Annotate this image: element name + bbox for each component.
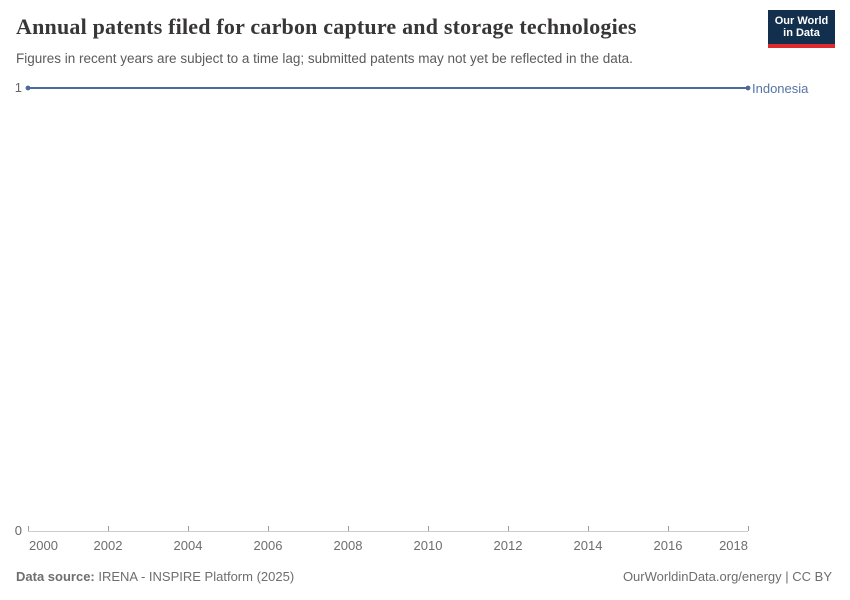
x-axis-tick-label-2014: 2014 [573,538,603,553]
x-axis-tick-mark [347,526,349,531]
x-axis-tick-mark [27,526,29,531]
page-title: Annual patents filed for carbon capture … [16,14,637,39]
series-endpoint-marker [745,85,751,91]
owid-logo-line2: in Data [783,27,820,39]
x-axis-tick-label-2012: 2012 [493,538,523,553]
data-source-label: Data source: [16,569,95,584]
x-axis-tick-mark [507,526,509,531]
x-axis-tick-label-2000: 2000 [29,538,58,553]
x-axis-tick-mark [427,526,429,531]
owid-license-link[interactable]: OurWorldinData.org/energy | CC BY [622,569,832,584]
series-endpoint-marker [25,85,31,91]
owid-logo[interactable]: Our World in Data [768,10,835,48]
y-axis-tick-label-1: 1 [14,80,22,95]
series-label-indonesia[interactable]: Indonesia [752,81,809,96]
x-axis-tick-mark [267,526,269,531]
x-axis-tick-mark [747,526,749,531]
data-source-note: Data source: IRENA - INSPIRE Platform (2… [16,569,294,584]
chart-footer: Data source: IRENA - INSPIRE Platform (2… [16,569,832,584]
x-axis-tick-label-2016: 2016 [653,538,683,553]
x-axis-tick-mark [187,526,189,531]
x-axis-line [28,531,748,532]
x-axis-tick-label-2010: 2010 [413,538,443,553]
x-axis-tick-label-2018: 2018 [719,538,748,553]
data-source-value: IRENA - INSPIRE Platform (2025) [94,569,295,584]
x-axis-tick-mark [667,526,669,531]
x-axis-tick-label-2006: 2006 [253,538,283,553]
x-axis-tick-label-2004: 2004 [173,538,203,553]
x-axis-tick-label-2002: 2002 [93,538,123,553]
y-axis-tick-label-0: 0 [14,523,22,538]
owid-logo-line1: Our World [774,14,829,27]
x-axis-tick-label-2008: 2008 [333,538,363,553]
x-axis-tick-mark [587,526,589,531]
chart-subtitle: Figures in recent years are subject to a… [16,51,633,66]
x-axis-tick-mark [107,526,109,531]
